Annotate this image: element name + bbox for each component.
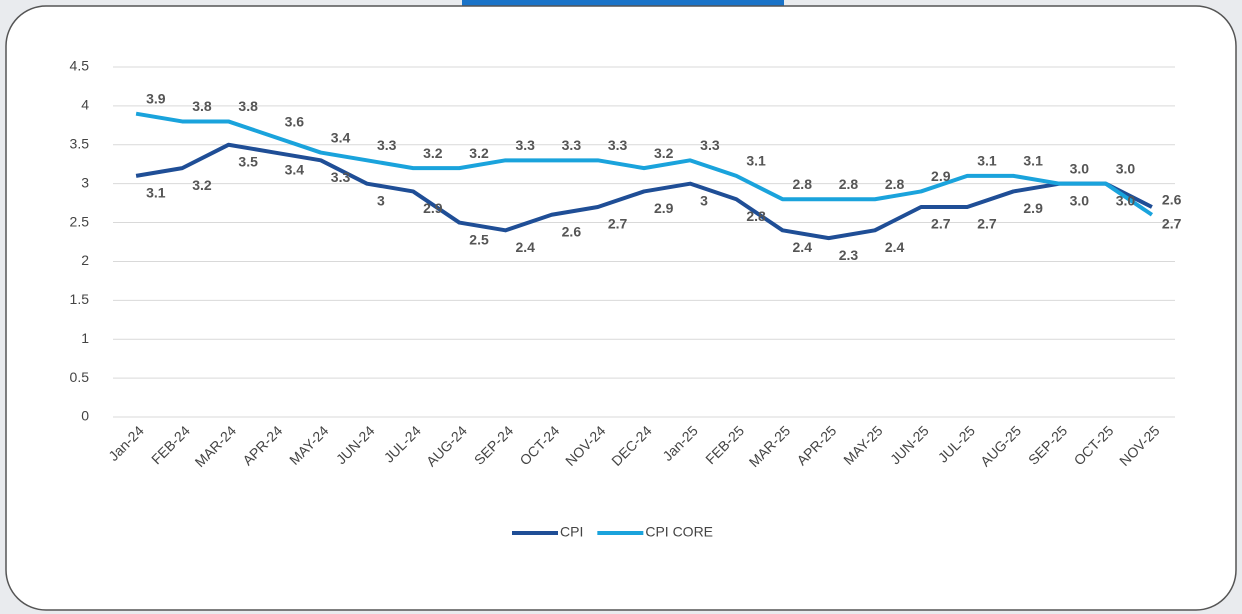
data-label: 2.8 [746, 208, 766, 224]
data-label: 3.3 [700, 137, 720, 153]
data-label: 2.4 [885, 239, 905, 255]
y-tick-label: 4.5 [70, 58, 90, 74]
data-label: 3.0 [1070, 192, 1090, 208]
data-label: 2.9 [1023, 200, 1043, 216]
y-tick-label: 0 [81, 408, 89, 424]
data-label: 3.3 [377, 137, 397, 153]
data-label: 2.4 [793, 239, 813, 255]
data-label: 3 [700, 192, 708, 208]
data-label: 2.8 [839, 176, 859, 192]
data-label: 3.8 [192, 98, 212, 114]
data-label: 3.2 [423, 145, 443, 161]
data-label: 3.0 [1116, 160, 1136, 176]
data-label: 2.4 [515, 239, 535, 255]
data-label: 2.6 [562, 223, 582, 239]
y-tick-label: 2 [81, 252, 89, 268]
data-label: 3.4 [331, 129, 351, 145]
data-label: 3.6 [285, 114, 305, 130]
data-label: 3.4 [285, 161, 305, 177]
data-label: 3.3 [608, 137, 628, 153]
data-label: 2.6 [1162, 191, 1182, 207]
data-label: 3.0 [1070, 160, 1090, 176]
legend-label: CPI CORE [645, 524, 713, 540]
data-label: 3.1 [977, 153, 997, 169]
data-label: 3.2 [192, 177, 212, 193]
data-label: 3.8 [238, 98, 258, 114]
data-label: 2.9 [654, 200, 674, 216]
data-label: 2.9 [423, 200, 443, 216]
series-line [135, 142, 1153, 241]
data-label: 3.9 [146, 90, 166, 106]
y-tick-label: 1 [81, 330, 89, 346]
panel [5, 5, 1237, 611]
legend-label: CPI [560, 524, 583, 540]
data-label: 2.9 [931, 168, 951, 184]
data-label: 2.8 [793, 176, 813, 192]
data-label: 2.7 [608, 216, 628, 232]
y-tick-label: 2.5 [70, 213, 90, 229]
y-tick-label: 3.5 [70, 135, 90, 151]
data-label: 2.7 [1162, 216, 1182, 232]
y-tick-label: 1.5 [70, 291, 90, 307]
top-accent [462, 0, 784, 6]
y-tick-label: 0.5 [70, 369, 90, 385]
data-label: 3.2 [654, 145, 674, 161]
data-label: 2.7 [931, 216, 951, 232]
data-label: 3 [377, 192, 385, 208]
data-label: 3.3 [331, 169, 351, 185]
data-label: 2.8 [885, 176, 905, 192]
data-label: 2.5 [469, 231, 489, 247]
data-label: 3.1 [146, 185, 166, 201]
y-tick-label: 3 [81, 174, 89, 190]
data-label: 3.2 [469, 145, 489, 161]
data-label: 2.7 [977, 216, 997, 232]
data-label: 3.5 [238, 153, 258, 169]
data-label: 3.0 [1116, 192, 1136, 208]
data-label: 3.1 [1023, 153, 1043, 169]
data-label: 3.3 [562, 137, 582, 153]
data-label: 2.3 [839, 247, 859, 263]
data-label: 3.3 [515, 137, 535, 153]
y-tick-label: 4 [81, 97, 89, 113]
series-line [135, 111, 1154, 217]
data-label: 3.1 [746, 153, 766, 169]
